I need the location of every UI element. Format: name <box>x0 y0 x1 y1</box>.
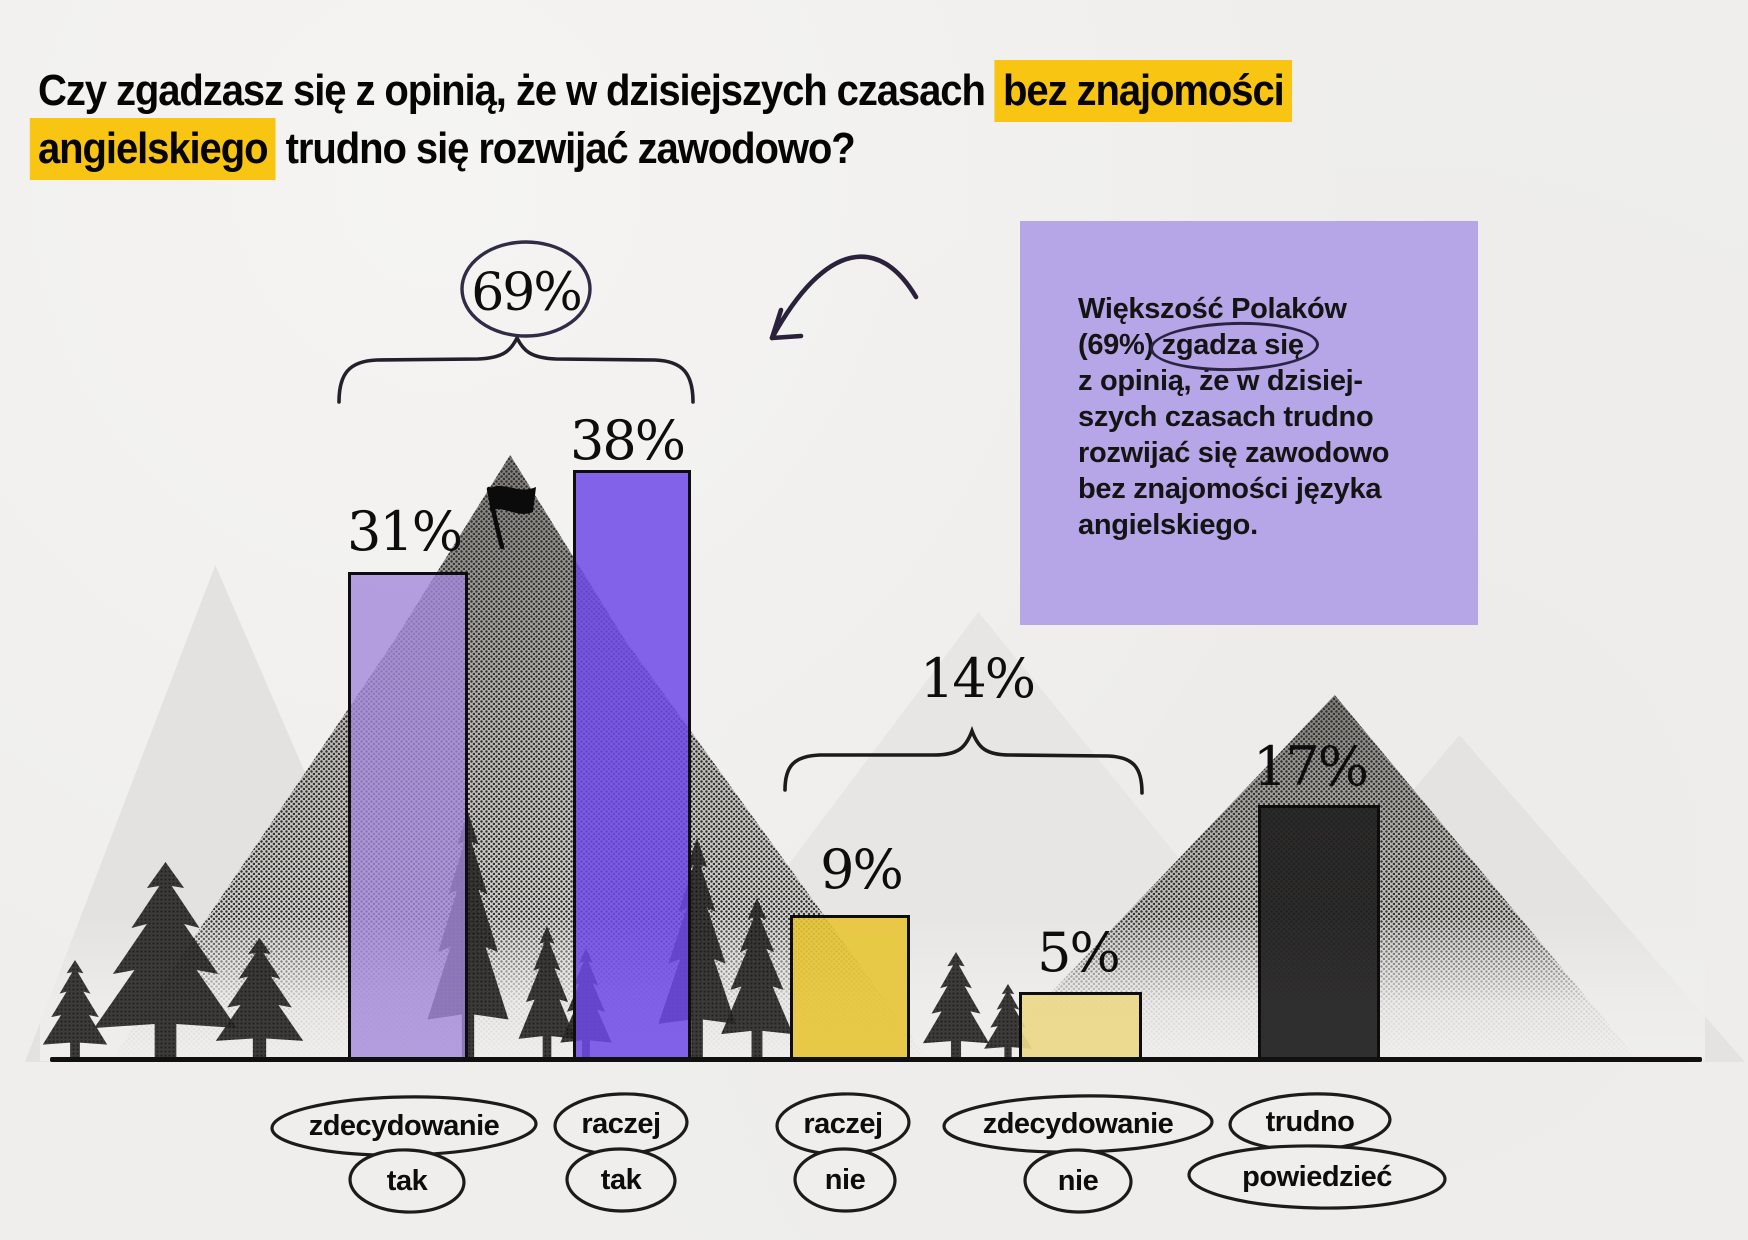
title-highlight-2: angielskiego <box>29 118 276 180</box>
title-highlight-1: bez znajomości <box>994 60 1292 122</box>
circled-zgadza-sie: zgadza się <box>1161 329 1304 361</box>
cat-label-trudno-line1: trudno <box>1265 1106 1355 1138</box>
value-label-31: 31% <box>346 500 463 563</box>
callout-box: Większość Polaków (69%) zgadza się z opi… <box>1020 221 1478 625</box>
group-label-69: 69% <box>471 263 583 323</box>
curved-arrow-icon <box>769 254 919 341</box>
title-line-2: angielskiego trudno się rozwijać zawodow… <box>29 118 1530 180</box>
callout-text: Większość Polaków (69%) zgadza się z opi… <box>1078 293 1390 541</box>
page-title: Czy zgadzasz się z opinią, że w dzisiejs… <box>29 60 1530 180</box>
cat-label-raczej-nie-line2: nie <box>824 1164 866 1196</box>
cat-label-raczej-nie-line1: raczej <box>803 1108 883 1140</box>
bar-raczej-tak <box>573 470 691 1061</box>
cat-label-zdecydowanie-nie-line2: nie <box>1057 1165 1099 1197</box>
value-label-5: 5% <box>1037 921 1121 984</box>
bar-zdecydowanie-nie <box>1019 992 1142 1061</box>
bar-trudno-powiedziec <box>1258 805 1380 1061</box>
title-line-1: Czy zgadzasz się z opinią, że w dzisiejs… <box>38 60 1530 122</box>
group-label-14: 14% <box>919 647 1036 710</box>
cat-label-zdecydowanie-tak-line2: tak <box>386 1165 428 1197</box>
cat-label-trudno-line2: powiedzieć <box>1242 1161 1392 1193</box>
curved-arrow-head <box>769 307 804 341</box>
brace-69 <box>337 333 695 404</box>
value-label-17: 17% <box>1252 735 1369 798</box>
bar-raczej-nie <box>790 915 910 1061</box>
cat-label-raczej-tak-line2: tak <box>600 1164 642 1196</box>
value-label-9: 9% <box>820 838 904 901</box>
value-label-38: 38% <box>569 409 686 472</box>
bar-zdecydowanie-tak <box>348 572 468 1061</box>
cat-label-zdecydowanie-nie-line1: zdecydowanie <box>982 1108 1174 1140</box>
x-axis-line <box>50 1057 1702 1062</box>
cat-label-zdecydowanie-tak-line1: zdecydowanie <box>308 1110 500 1142</box>
cat-label-raczej-tak-line1: raczej <box>581 1108 661 1140</box>
